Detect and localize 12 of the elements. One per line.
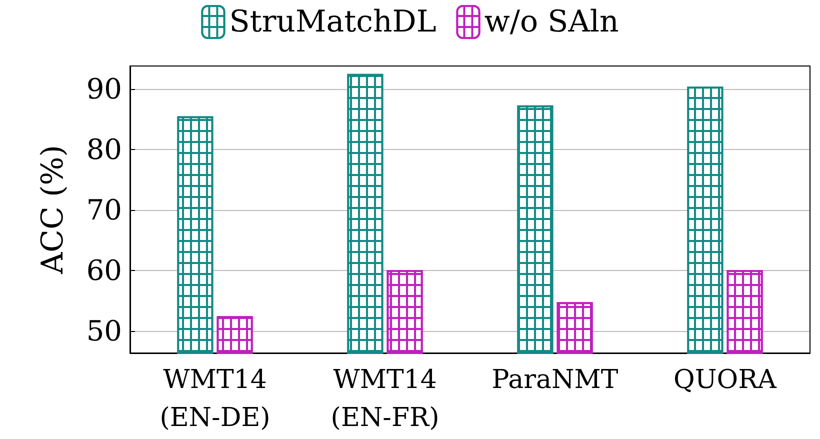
legend-label: w/o SAln [484, 4, 619, 40]
y-tick-label: 90 [86, 72, 122, 106]
y-tick-label: 50 [86, 314, 122, 348]
y-tick-label: 60 [86, 254, 122, 288]
x-tick-label: WMT14 (EN-FR) [330, 365, 440, 433]
legend-label: StruMatchDL [229, 4, 436, 40]
y-tick-label: 80 [86, 133, 122, 166]
x-tick-label: ParaNMT [492, 365, 619, 395]
x-tick-label: QUORA [674, 365, 778, 395]
y-tick-label: 70 [86, 194, 122, 227]
y-axis-title: ACC (%) [36, 144, 70, 276]
x-tick-label: WMT14 (EN-DE) [160, 365, 270, 433]
